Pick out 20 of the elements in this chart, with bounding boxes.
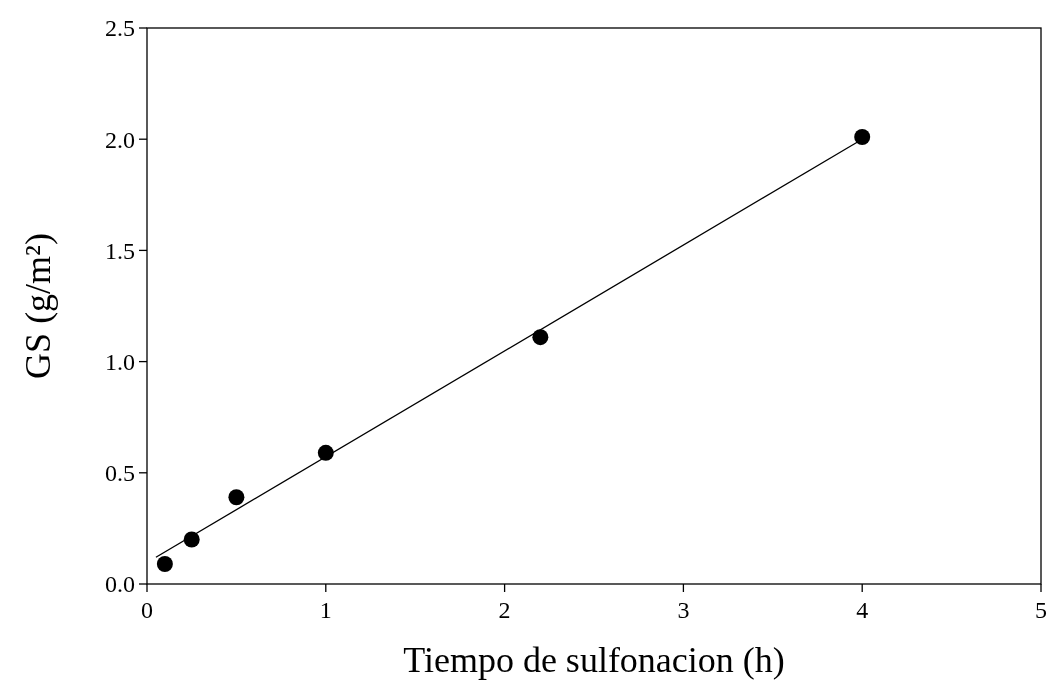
y-tick-label: 0.0	[105, 571, 135, 598]
y-tick-label: 2.5	[105, 15, 135, 42]
point	[854, 128, 871, 145]
y-tick-label: 1.0	[105, 349, 135, 375]
point	[317, 444, 334, 461]
x-tick-label: 1	[319, 597, 332, 623]
point	[228, 489, 245, 506]
x-tick-label: 2	[498, 597, 511, 623]
x-tick-label: 4	[856, 597, 869, 623]
x-tick-label: 5	[1035, 597, 1047, 623]
y-tick-label: 0.5	[105, 460, 135, 487]
y-tick-label: 1.5	[105, 237, 135, 264]
x-axis-title: Tiempo de sulfonacion (h)	[403, 640, 785, 680]
point	[532, 329, 549, 346]
y-axis-title: GS (g/m²)	[18, 233, 58, 379]
y-tick-label: 2.0	[105, 126, 135, 153]
x-tick-label: 3	[677, 597, 690, 623]
point	[183, 531, 200, 548]
x-tick-label: 0	[141, 597, 153, 623]
point	[156, 555, 173, 572]
